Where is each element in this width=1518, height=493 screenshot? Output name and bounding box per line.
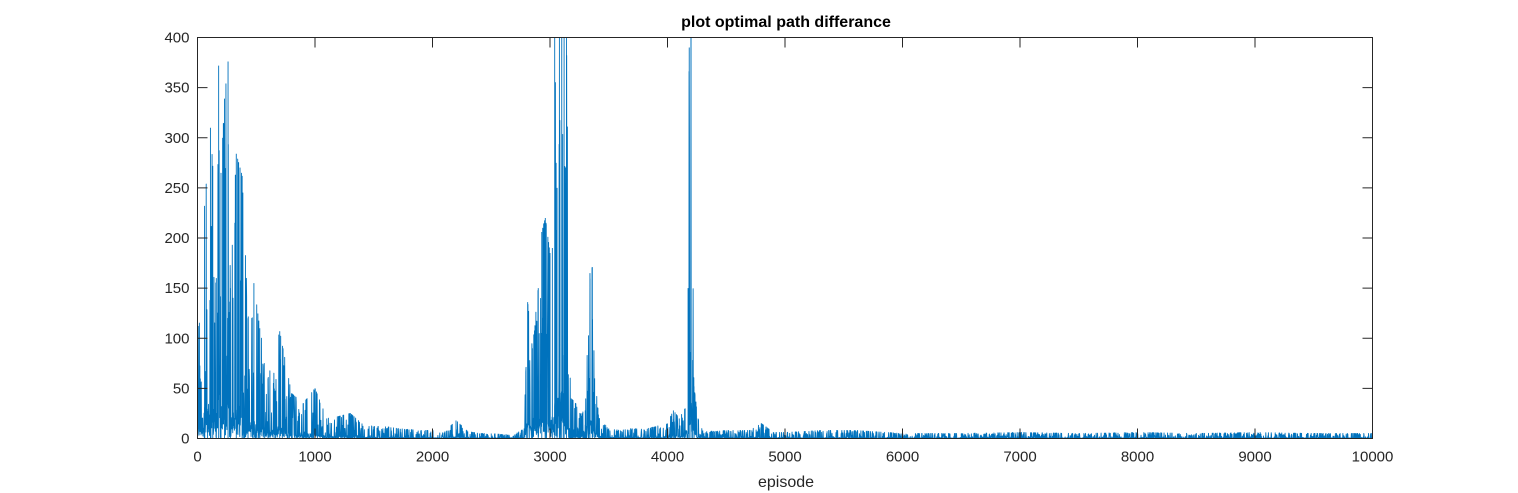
y-tick-label: 100 xyxy=(164,330,189,347)
data-layer xyxy=(197,37,1373,439)
y-tick-label: 250 xyxy=(164,180,189,197)
y-tick-label: 400 xyxy=(164,30,189,47)
y-tick-label: 50 xyxy=(173,380,190,397)
y-tick-label: 150 xyxy=(164,280,189,297)
y-axis: 0 50 100 150 200 250 300 350 400 xyxy=(164,30,1373,448)
x-tick-label: 9000 xyxy=(1238,449,1271,466)
y-tick-label: 0 xyxy=(181,431,189,448)
y-tick-label: 200 xyxy=(164,230,189,247)
x-axis-label: episode xyxy=(758,474,814,491)
x-tick-label: 3000 xyxy=(533,449,566,466)
x-tick-label: 2000 xyxy=(416,449,449,466)
chart-title: plot optimal path differance xyxy=(681,14,891,31)
x-tick-label: 8000 xyxy=(1121,449,1154,466)
x-tick-label: 6000 xyxy=(886,449,919,466)
y-tick-label: 300 xyxy=(164,130,189,147)
plot-area xyxy=(197,37,1373,439)
x-tick-label: 4000 xyxy=(651,449,684,466)
x-axis: 0 1000 2000 3000 4000 5000 6000 7000 8000 9000 100… xyxy=(193,37,1394,466)
x-tick-label: 5000 xyxy=(768,449,801,466)
x-tick-label: 1000 xyxy=(298,449,331,466)
x-tick-label: 7000 xyxy=(1003,449,1036,466)
x-tick-label: 0 xyxy=(193,449,201,466)
y-tick-label: 350 xyxy=(164,80,189,97)
x-tick-label: 10000 xyxy=(1352,449,1394,466)
